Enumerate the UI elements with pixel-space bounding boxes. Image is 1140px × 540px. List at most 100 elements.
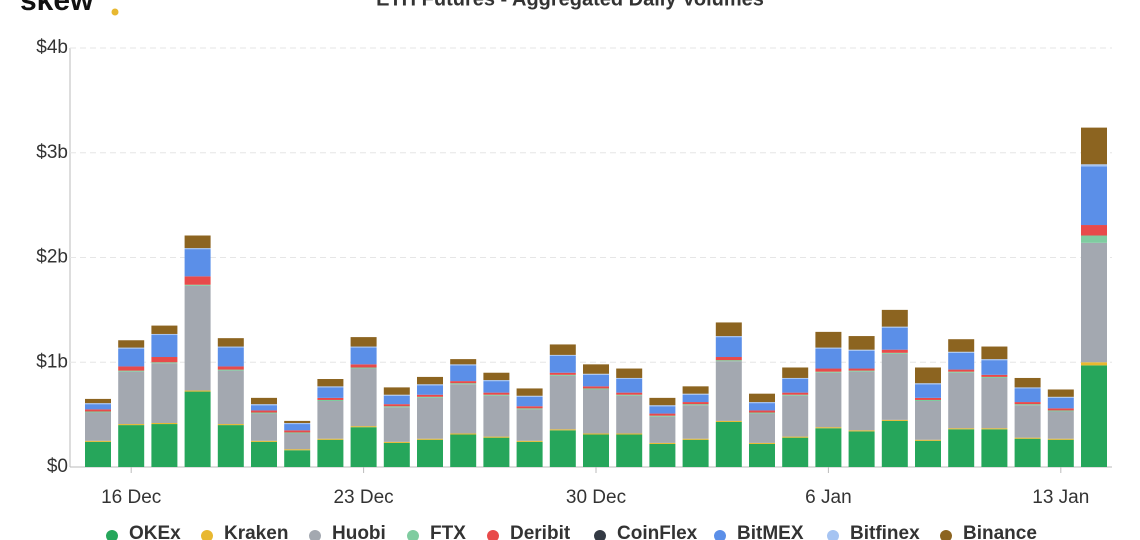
bar-segment: [118, 425, 145, 467]
bar-segment: [782, 437, 809, 467]
bar-segment: [251, 413, 277, 441]
bar-segment: [483, 380, 510, 382]
bar-segment: [383, 387, 410, 395]
bar-segment: [317, 439, 344, 467]
bar-segment: [483, 437, 510, 467]
bar-segment: [284, 449, 311, 451]
bar-segment: [516, 408, 543, 410]
bar-segment: [251, 440, 277, 442]
bar-segment: [483, 381, 510, 393]
bar-segment: [217, 347, 244, 367]
bar-segment: [749, 393, 775, 403]
bar-segment: [383, 395, 410, 405]
bar-segment: [649, 406, 676, 414]
bar-segment: [85, 398, 111, 404]
bar-segment: [118, 366, 145, 371]
legend-marker: [407, 530, 419, 540]
bar-segment: [450, 359, 477, 365]
bar-segment: [217, 425, 244, 467]
bar-segment: [317, 379, 344, 387]
bar-segment: [749, 413, 775, 443]
bar-segment: [981, 359, 1008, 361]
bar-segment: [616, 377, 643, 380]
bar-segment: [715, 421, 742, 467]
bar-segment: [85, 409, 111, 412]
bar-segment: [516, 406, 543, 409]
bar-segment: [616, 392, 643, 395]
bar-segment: [649, 416, 676, 443]
bar-segment: [1014, 437, 1041, 439]
bar-segment: [715, 420, 742, 422]
bar-segment: [85, 404, 111, 410]
legend-marker: [309, 530, 321, 540]
bar-segment: [782, 367, 809, 378]
bar-segment: [151, 325, 178, 334]
bar-segment: [749, 403, 775, 411]
bar-segment: [715, 322, 742, 337]
bar-segment: [749, 442, 775, 444]
bar-segment: [948, 428, 975, 430]
bar-segment: [848, 371, 875, 431]
bar-segment: [981, 360, 1008, 375]
bar-segment: [383, 406, 410, 408]
bar-segment: [251, 405, 277, 411]
bar-segment: [118, 347, 145, 349]
bar-segment: [715, 357, 742, 361]
bar-segment: [1081, 127, 1107, 165]
bar-segment: [284, 433, 311, 450]
bar-segment: [1014, 388, 1041, 403]
bar-segment: [682, 393, 709, 395]
bar-segment: [1014, 404, 1041, 406]
bar-segment: [715, 336, 742, 338]
bar-segment: [549, 354, 576, 356]
bar-segment: [217, 369, 244, 371]
legend-label: FTX: [430, 523, 466, 540]
bar-segment: [915, 401, 941, 440]
bar-segment: [151, 357, 178, 363]
bar-segment: [450, 381, 477, 384]
y-tick-label: $4b: [36, 37, 68, 58]
bar-segment: [516, 388, 543, 396]
bar-segment: [881, 349, 908, 353]
legend-label: CoinFlex: [617, 523, 698, 540]
bar-segment: [649, 397, 676, 406]
bar-segment: [85, 411, 111, 413]
bar-segment: [616, 394, 643, 396]
bar-segment: [881, 352, 908, 354]
bar-segment: [85, 440, 111, 442]
bar-segment: [251, 397, 277, 405]
bar-segment: [682, 402, 709, 405]
bar-segment: [583, 373, 609, 375]
bar-segment: [118, 348, 145, 367]
bar-segment: [782, 379, 809, 393]
bar-segment: [483, 395, 510, 437]
bar-segment: [184, 276, 211, 285]
y-tick-label: $1b: [36, 351, 68, 372]
x-tick-label: 13 Jan: [1032, 487, 1089, 508]
bar-segment: [749, 402, 775, 404]
bar-segment: [715, 361, 742, 421]
legend-label: Bitfinex: [850, 523, 920, 540]
bar-segment: [85, 412, 111, 441]
bar-segment: [749, 412, 775, 414]
bar-segment: [815, 427, 842, 429]
bar-segment: [616, 368, 643, 378]
bar-segment: [217, 366, 244, 370]
bar-segment: [782, 395, 809, 437]
x-tick-label: 23 Dec: [333, 487, 393, 508]
bar-segment: [915, 399, 941, 402]
bar-segment: [815, 347, 842, 349]
bar-segment: [848, 431, 875, 467]
bar-segment: [151, 423, 178, 425]
bar-segment: [383, 442, 410, 467]
bar-segment: [815, 348, 842, 369]
bar-segment: [782, 394, 809, 396]
bar-segment: [450, 433, 477, 435]
bar-segment: [682, 438, 709, 440]
bar-segment: [151, 333, 178, 336]
bar-segment: [948, 352, 975, 370]
bar-segment: [118, 371, 145, 425]
bar-segment: [1047, 396, 1074, 398]
bar-segment: [118, 424, 145, 426]
